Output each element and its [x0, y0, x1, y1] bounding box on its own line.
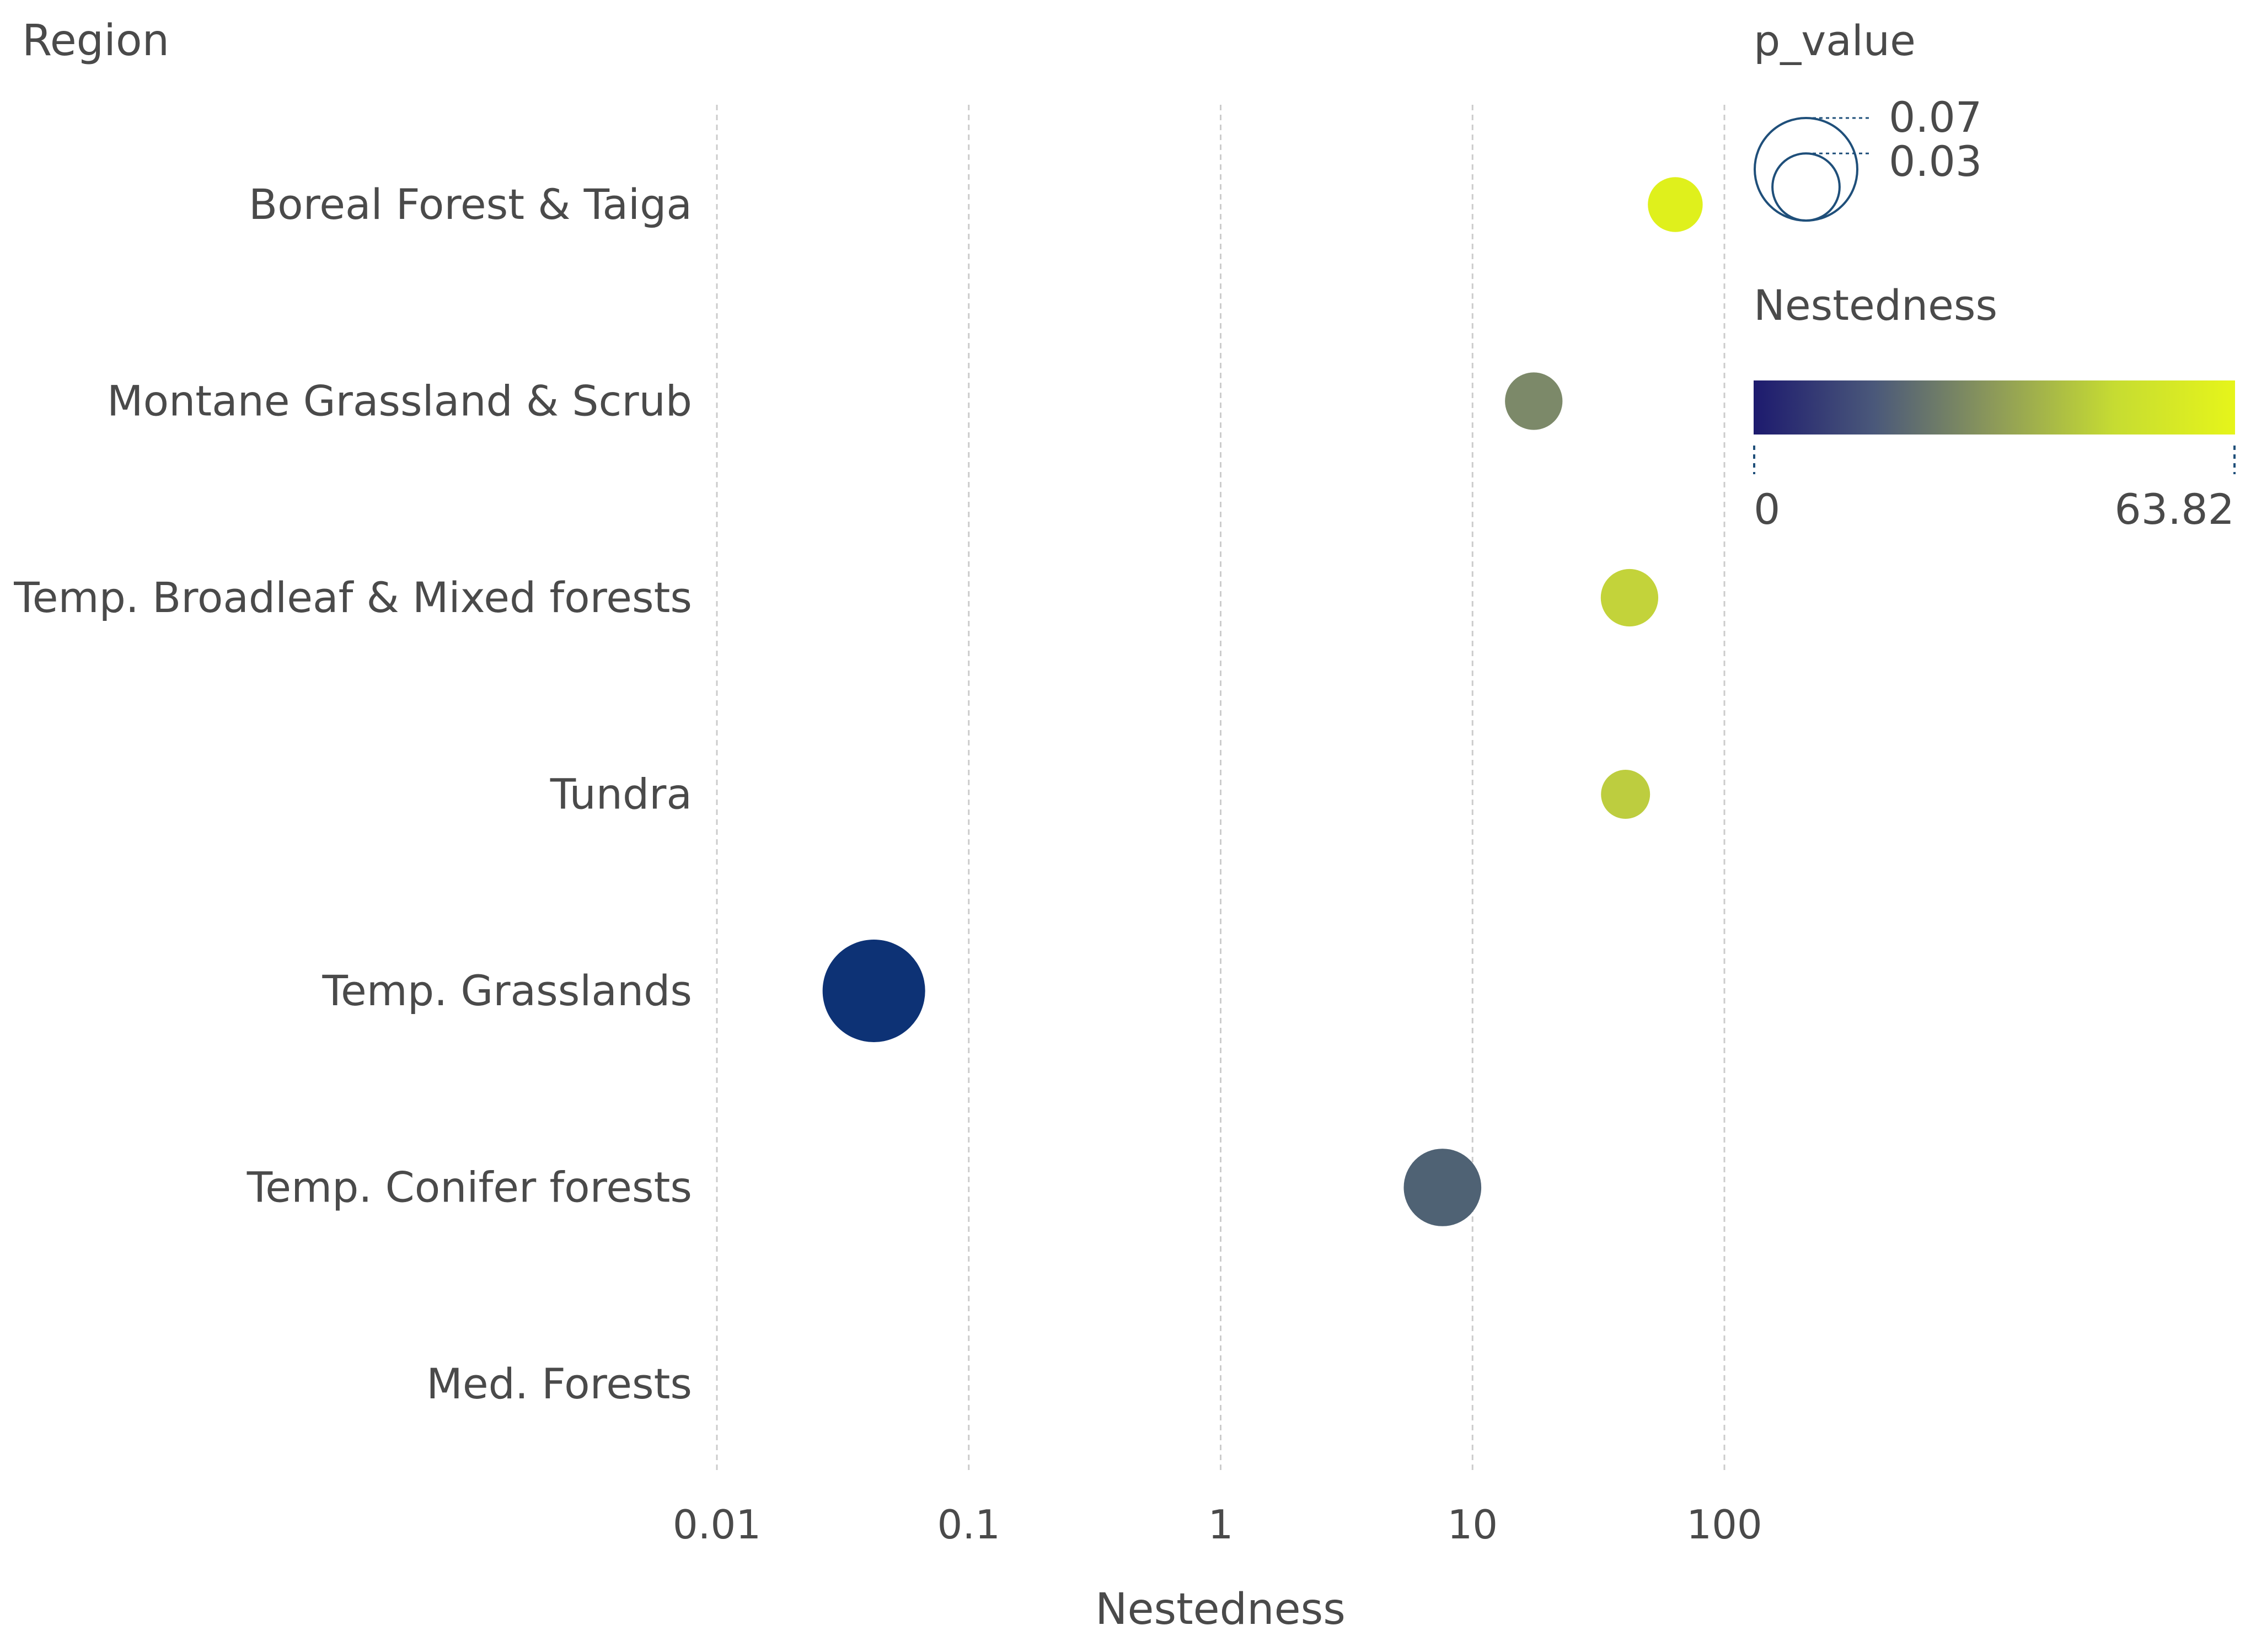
size-legend-circle — [1771, 152, 1841, 222]
size-legend-circle — [1754, 117, 1858, 222]
x-tick-label: 0.1 — [937, 1501, 1000, 1548]
y-tick-label: Boreal Forest & Taiga — [249, 180, 692, 229]
data-point — [1505, 372, 1563, 430]
y-tick-label: Temp. Grasslands — [322, 966, 692, 1015]
x-tick-label: 10 — [1447, 1501, 1498, 1548]
data-point — [1601, 770, 1651, 819]
size-legend-label: 0.03 — [1889, 137, 1982, 186]
size-legend-label: 0.07 — [1889, 93, 1982, 142]
color-legend: Nestedness 0 63.82 — [1753, 281, 2236, 534]
x-tick-labels: 0.01 0.1 1 10 100 — [673, 1501, 1762, 1548]
data-point — [1648, 177, 1703, 232]
x-axis-title: Nestedness — [1095, 1585, 1346, 1634]
size-legend: p_value 0.070.03 — [1754, 16, 1982, 222]
y-tick-label: Tundra — [550, 770, 692, 819]
y-tick-labels: Boreal Forest & Taiga Montane Grassland &… — [13, 180, 692, 1408]
x-tick-label: 0.01 — [673, 1501, 761, 1548]
x-tick-label: 100 — [1686, 1501, 1762, 1548]
color-bar — [1754, 380, 2235, 435]
data-point — [822, 940, 925, 1042]
data-points — [822, 177, 1703, 1226]
y-tick-label: Temp. Conifer forests — [247, 1163, 692, 1212]
y-tick-label: Med. Forests — [426, 1359, 692, 1408]
data-point — [1600, 568, 1659, 627]
y-tick-label: Temp. Broadleaf & Mixed forests — [13, 573, 692, 622]
color-legend-min-label: 0 — [1754, 485, 1780, 534]
x-tick-label: 1 — [1208, 1501, 1234, 1548]
size-legend-title: p_value — [1754, 16, 1916, 65]
gridlines — [716, 105, 1726, 1472]
y-axis-title: Region — [22, 16, 169, 66]
color-legend-title: Nestedness — [1754, 281, 1997, 330]
color-legend-max-label: 63.82 — [2114, 485, 2234, 534]
y-tick-label: Montane Grassland & Scrub — [107, 377, 692, 426]
data-point — [1403, 1149, 1482, 1226]
